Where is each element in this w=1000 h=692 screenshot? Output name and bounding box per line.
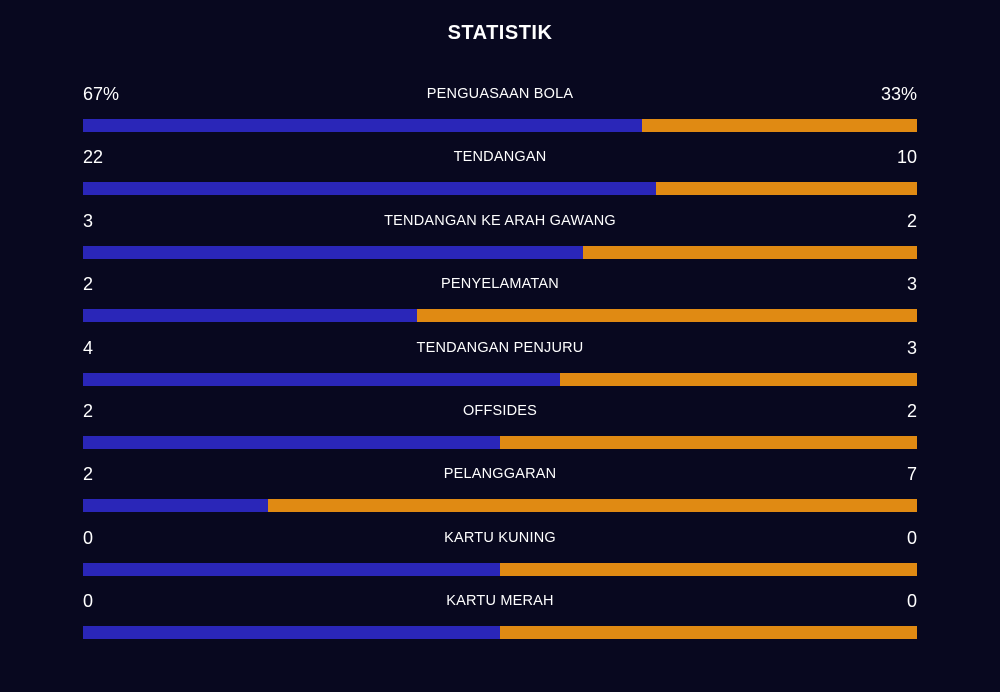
stat-list: 67% PENGUASAAN BOLA 33% 22 TENDANGAN 10	[83, 81, 917, 652]
away-value: 0	[906, 591, 917, 612]
comparison-bar	[83, 309, 917, 323]
stat-header: 2 PELANGGARAN 7	[83, 461, 917, 487]
home-value: 3	[83, 210, 94, 231]
stat-header: 0 KARTU KUNING 0	[83, 525, 917, 551]
away-bar-segment	[641, 119, 917, 132]
stat-header: 2 OFFSIDES 2	[83, 398, 917, 424]
stat-label: PELANGGARAN	[443, 466, 557, 483]
stat-header: 4 TENDANGAN PENJURU 3	[83, 335, 917, 361]
away-value: 33%	[880, 84, 917, 104]
stat-header: 67% PENGUASAAN BOLA 33%	[83, 81, 917, 107]
home-bar-segment	[83, 309, 417, 323]
away-value: 7	[906, 464, 917, 485]
stat-label: KARTU KUNING	[444, 529, 556, 546]
home-value: 2	[83, 274, 94, 295]
away-value: 3	[906, 274, 917, 295]
home-value: 67%	[83, 84, 120, 104]
away-value: 2	[906, 210, 917, 231]
home-value: 0	[83, 591, 94, 612]
stat-row-shots-on-target: 3 TENDANGAN KE ARAH GAWANG 2	[83, 208, 917, 271]
home-bar-segment	[83, 245, 584, 259]
comparison-bar	[83, 245, 917, 259]
stat-header: 22 TENDANGAN 10	[83, 144, 917, 170]
stat-row-yellow-cards: 0 KARTU KUNING 0	[83, 525, 917, 588]
away-bar-segment	[559, 372, 917, 386]
stat-header: 2 PENYELAMATAN 3	[83, 271, 917, 297]
away-value: 10	[896, 147, 917, 168]
away-bar-segment	[656, 182, 917, 196]
away-value: 2	[906, 400, 917, 421]
stat-row-saves: 2 PENYELAMATAN 3	[83, 271, 917, 334]
home-value: 0	[83, 527, 94, 548]
away-bar-segment	[500, 435, 917, 449]
stat-label: TENDANGAN PENJURU	[416, 339, 584, 356]
away-bar-segment	[416, 309, 917, 323]
comparison-bar	[83, 626, 917, 640]
comparison-bar	[83, 499, 917, 513]
home-value: 4	[83, 337, 94, 358]
stat-label: OFFSIDES	[462, 402, 538, 419]
home-bar-segment	[83, 562, 500, 576]
home-value: 22	[83, 147, 104, 168]
stat-label: PENYELAMATAN	[441, 276, 559, 293]
stat-label: KARTU MERAH	[446, 593, 554, 610]
away-bar-segment	[500, 626, 917, 640]
home-bar-segment	[83, 435, 500, 449]
away-value: 3	[906, 337, 917, 358]
panel-title: STATISTIK	[447, 22, 553, 44]
stat-row-possession: 67% PENGUASAAN BOLA 33%	[83, 81, 917, 144]
stat-label: TENDANGAN	[453, 149, 547, 166]
comparison-bar	[83, 119, 917, 132]
home-bar-segment	[83, 626, 500, 640]
away-bar-segment	[500, 562, 917, 576]
home-bar-segment	[83, 119, 642, 132]
away-bar-segment	[583, 245, 917, 259]
stat-header: 3 TENDANGAN KE ARAH GAWANG 2	[83, 208, 917, 234]
home-bar-segment	[83, 182, 657, 196]
home-bar-segment	[83, 499, 269, 513]
stat-row-fouls: 2 PELANGGARAN 7	[83, 461, 917, 524]
comparison-bar	[83, 562, 917, 576]
stat-header: 0 KARTU MERAH 0	[83, 588, 917, 614]
stat-label: TENDANGAN KE ARAH GAWANG	[384, 212, 616, 229]
away-value: 0	[906, 527, 917, 548]
comparison-bar	[83, 372, 917, 386]
stat-label: PENGUASAAN BOLA	[426, 86, 574, 102]
home-bar-segment	[83, 372, 560, 386]
home-value: 2	[83, 464, 94, 485]
stat-row-offsides: 2 OFFSIDES 2	[83, 398, 917, 461]
stat-row-shots: 22 TENDANGAN 10	[83, 144, 917, 207]
stat-row-corners: 4 TENDANGAN PENJURU 3	[83, 335, 917, 398]
away-bar-segment	[268, 499, 917, 513]
stat-row-red-cards: 0 KARTU MERAH 0	[83, 588, 917, 651]
comparison-bar	[83, 435, 917, 449]
home-value: 2	[83, 400, 94, 421]
comparison-bar	[83, 182, 917, 196]
